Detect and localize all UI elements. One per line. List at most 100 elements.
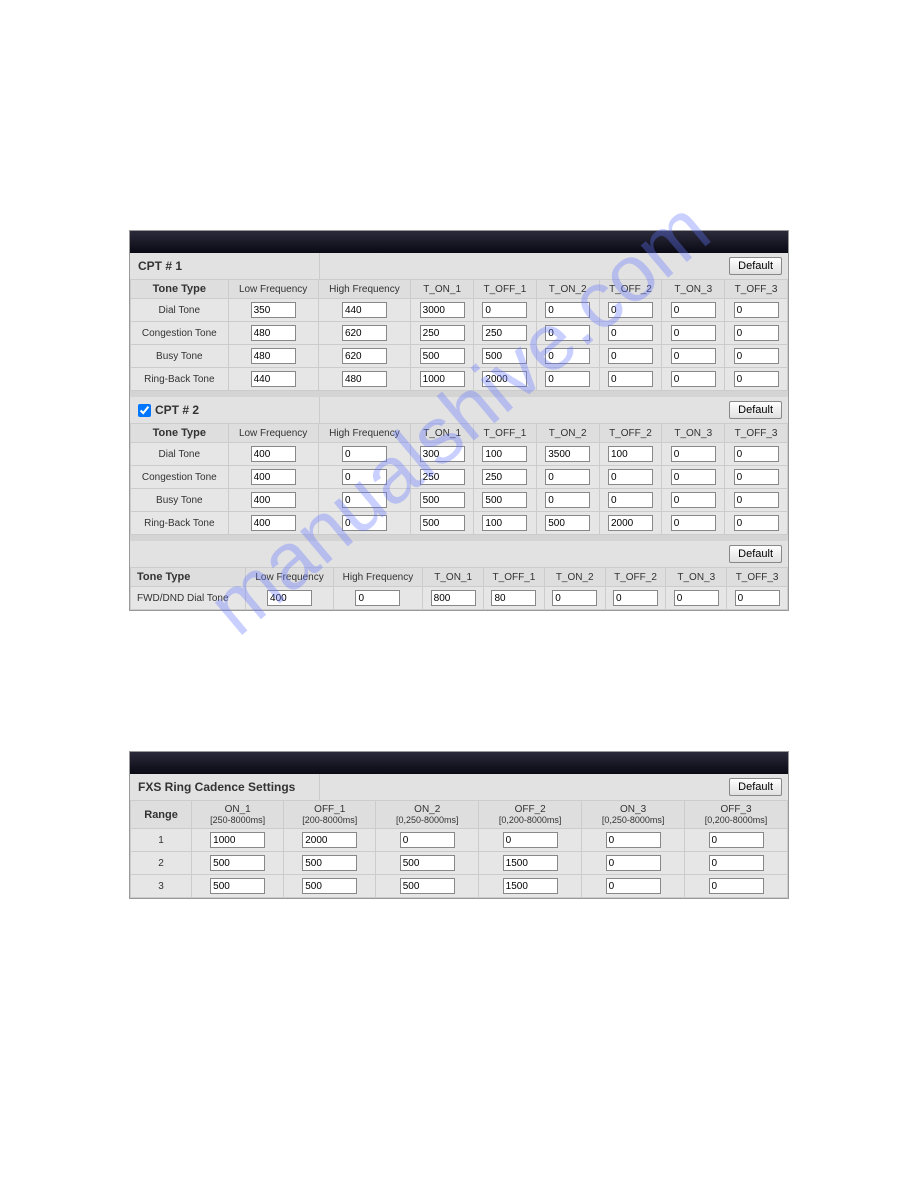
extra-input[interactable] [491,590,536,606]
cpt1-input[interactable] [342,302,387,318]
fxs-input[interactable] [606,832,661,848]
cpt1-input[interactable] [420,325,465,341]
fxs-input[interactable] [606,855,661,871]
fxs-input[interactable] [503,855,558,871]
fxs-input[interactable] [302,878,357,894]
fxs-input[interactable] [302,832,357,848]
cpt1-input[interactable] [251,348,296,364]
fxs-input[interactable] [400,878,455,894]
cpt2-input[interactable] [251,515,296,531]
cpt1-input[interactable] [545,302,590,318]
cpt2-row: Dial Tone [131,443,787,465]
cpt1-input[interactable] [342,371,387,387]
cpt1-input[interactable] [251,371,296,387]
extra-input[interactable] [431,590,476,606]
cpt2-input[interactable] [251,492,296,508]
cpt2-input[interactable] [734,492,779,508]
fxs-input[interactable] [210,878,265,894]
cpt2-input[interactable] [251,469,296,485]
cpt2-input[interactable] [342,446,387,462]
extra-input[interactable] [613,590,658,606]
cpt1-input[interactable] [734,302,779,318]
fxs-input[interactable] [302,855,357,871]
cpt2-input[interactable] [671,515,716,531]
cpt2-input[interactable] [545,492,590,508]
cpt2-input[interactable] [420,446,465,462]
cpt2-input[interactable] [608,469,653,485]
cpt1-input[interactable] [342,348,387,364]
extra-input[interactable] [552,590,597,606]
cpt1-input[interactable] [420,348,465,364]
cpt2-input[interactable] [342,492,387,508]
cpt2-input[interactable] [734,469,779,485]
cpt2-input[interactable] [608,492,653,508]
cpt2-input[interactable] [482,446,527,462]
extra-default-button[interactable]: Default [729,545,782,563]
cpt1-input[interactable] [482,348,527,364]
cpt1-input[interactable] [734,325,779,341]
cpt2-input[interactable] [482,515,527,531]
extra-input[interactable] [735,590,780,606]
cpt1-input[interactable] [545,325,590,341]
cpt2-input[interactable] [545,469,590,485]
cpt2-input[interactable] [608,446,653,462]
cpt1-input[interactable] [734,371,779,387]
fxs-input[interactable] [503,832,558,848]
cpt2-input[interactable] [420,492,465,508]
cpt1-input[interactable] [251,325,296,341]
fxs-input[interactable] [709,832,764,848]
fxs-input[interactable] [606,878,661,894]
cpt1-input[interactable] [671,371,716,387]
cpt1-input[interactable] [671,302,716,318]
cpt1-input[interactable] [482,325,527,341]
cpt2-input[interactable] [545,446,590,462]
extra-input[interactable] [355,590,400,606]
cpt1-input[interactable] [734,348,779,364]
cpt2-input[interactable] [482,469,527,485]
cpt1-input[interactable] [251,302,296,318]
cpt2-row: Busy Tone [131,489,787,511]
cpt2-input[interactable] [420,469,465,485]
cpt1-default-button[interactable]: Default [729,257,782,275]
cpt2-input[interactable] [482,492,527,508]
fxs-input[interactable] [709,878,764,894]
cpt1-input[interactable] [608,325,653,341]
cpt2-input[interactable] [342,469,387,485]
cpt2-input[interactable] [734,515,779,531]
cpt1-input[interactable] [671,348,716,364]
cpt1-input[interactable] [608,348,653,364]
cpt2-input[interactable] [342,515,387,531]
fxs-input[interactable] [400,855,455,871]
cpt2-input[interactable] [420,515,465,531]
cpt2-input[interactable] [671,469,716,485]
fxs-input[interactable] [709,855,764,871]
cpt1-input[interactable] [545,371,590,387]
cpt1-input[interactable] [608,371,653,387]
fxs-input[interactable] [210,832,265,848]
cpt2-input[interactable] [608,515,653,531]
fxs-input[interactable] [400,832,455,848]
cpt2-input[interactable] [251,446,296,462]
cpt2-row-label: Busy Tone [131,489,228,511]
fxs-input[interactable] [503,878,558,894]
extra-col-tonetype: Tone Type [131,568,245,586]
cpt2-input[interactable] [671,492,716,508]
cpt1-input[interactable] [482,302,527,318]
cpt1-input[interactable] [482,371,527,387]
cpt1-input[interactable] [342,325,387,341]
cpt1-input[interactable] [545,348,590,364]
cpt2-enable-checkbox[interactable] [138,404,151,417]
cpt2-input[interactable] [545,515,590,531]
cpt2-input[interactable] [734,446,779,462]
fxs-input[interactable] [210,855,265,871]
cpt2-default-button[interactable]: Default [729,401,782,419]
extra-input[interactable] [674,590,719,606]
cpt1-input[interactable] [420,371,465,387]
extra-input[interactable] [267,590,312,606]
cpt1-input[interactable] [420,302,465,318]
fxs-default-button[interactable]: Default [729,778,782,796]
cpt1-input[interactable] [671,325,716,341]
fxs-col-off3: OFF_3[0,200-8000ms] [685,801,787,828]
cpt1-input[interactable] [608,302,653,318]
cpt2-input[interactable] [671,446,716,462]
